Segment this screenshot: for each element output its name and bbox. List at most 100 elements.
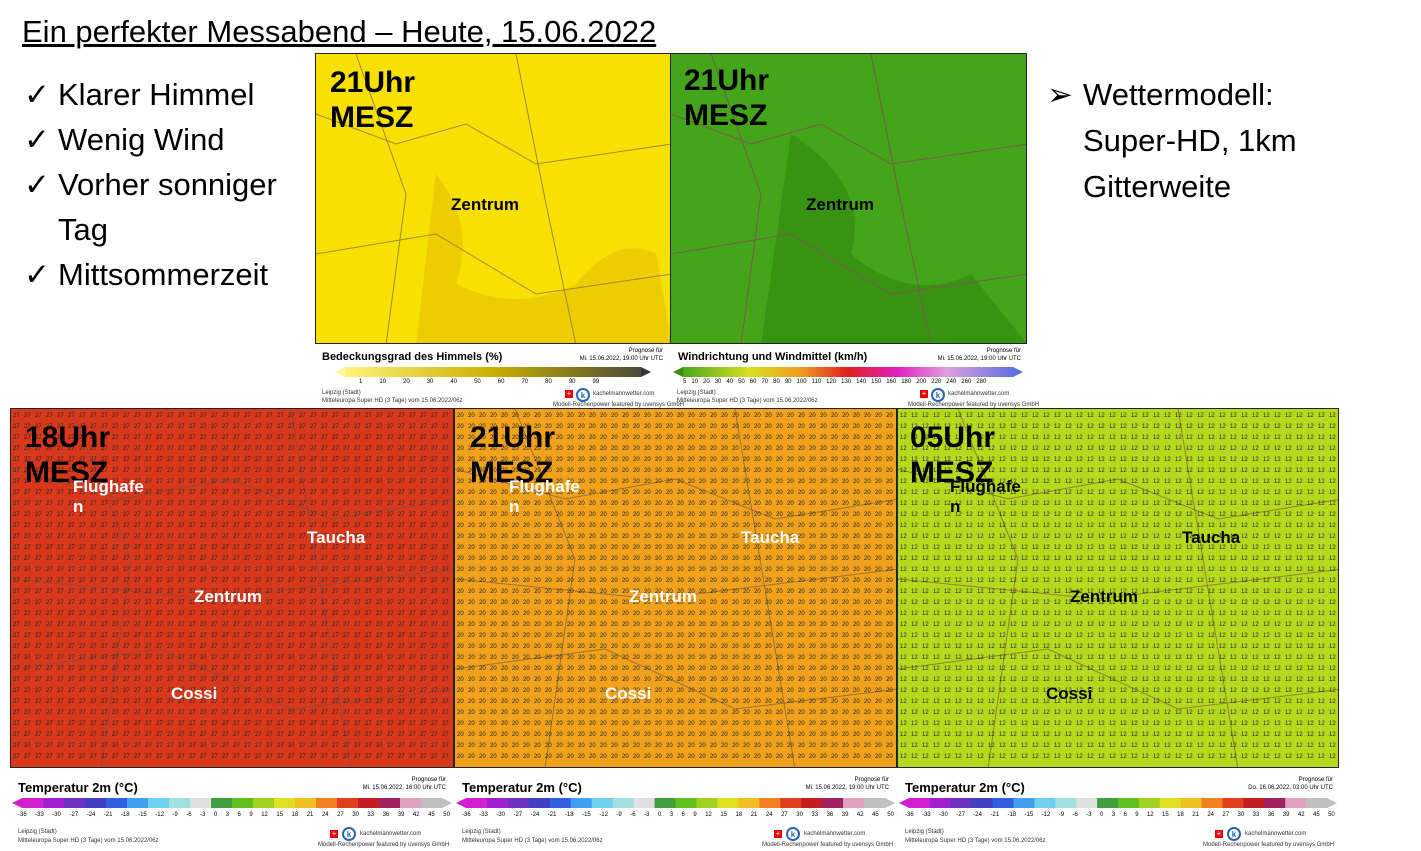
temperature-value: 12	[1021, 446, 1028, 452]
temperature-value: 12	[1197, 501, 1204, 507]
temperature-value: 27	[24, 644, 31, 650]
legend-tick: -33	[35, 812, 44, 818]
temperature-value: 27	[365, 732, 372, 738]
temperature-value: 27	[90, 457, 97, 463]
temperature-value: 27	[354, 721, 361, 727]
temperature-value: 27	[123, 523, 130, 529]
temperature-value: 27	[57, 611, 64, 617]
temperature-value: 27	[112, 490, 119, 496]
temperature-value: 12	[1318, 457, 1325, 463]
temperature-value: 20	[842, 545, 849, 551]
temperature-legend-18h: Temperatur 2m (°C) Prognose für Mi. 15.0…	[10, 770, 454, 850]
temperature-value: 20	[578, 677, 585, 683]
temperature-value: 20	[886, 446, 893, 452]
temperature-value: 27	[321, 710, 328, 716]
temperature-value: 27	[57, 424, 64, 430]
temperature-value: 27	[321, 611, 328, 617]
temperature-value: 27	[343, 743, 350, 749]
temperature-value: 27	[90, 567, 97, 573]
temperature-value: 12	[922, 732, 929, 738]
temperature-value: 12	[1021, 501, 1028, 507]
temperature-value: 27	[90, 534, 97, 540]
temperature-value: 12	[1054, 512, 1061, 518]
temperature-value: 20	[512, 457, 519, 463]
colorbar-segment	[1034, 798, 1056, 808]
temperature-value: 27	[277, 556, 284, 562]
temperature-value: 12	[1230, 721, 1237, 727]
temperature-value: 27	[167, 435, 174, 441]
temperature-value: 27	[68, 677, 75, 683]
legend-tick: 33	[367, 812, 375, 818]
temperature-value: 27	[90, 413, 97, 419]
temperature-value: 12	[1307, 732, 1314, 738]
temperature-value: 20	[523, 633, 530, 639]
temperature-value: 27	[79, 457, 86, 463]
temperature-value: 20	[501, 622, 508, 628]
temperature-value: 20	[831, 622, 838, 628]
temperature-value: 12	[1120, 523, 1127, 529]
temperature-value: 12	[1307, 633, 1314, 639]
temperature-value: 27	[156, 490, 163, 496]
temperature-value: 27	[145, 732, 152, 738]
temperature-value: 20	[820, 611, 827, 617]
temperature-value: 12	[1032, 644, 1039, 650]
temperature-value: 27	[68, 721, 75, 727]
temperature-value: 12	[966, 677, 973, 683]
temperature-value: 20	[666, 589, 673, 595]
legend-ticks: -36 -33 -30 -27 -24 -21 -18 -15 -12 -9 -6 -3 0 3 6 9 12 1…	[462, 812, 894, 818]
temperature-value: 12	[1208, 578, 1215, 584]
temperature-value: 12	[1329, 622, 1336, 628]
temperature-value: 20	[820, 479, 827, 485]
temperature-value: 20	[545, 710, 552, 716]
temperature-value: 12	[988, 424, 995, 430]
temperature-value: 27	[123, 666, 130, 672]
temperature-value: 27	[123, 567, 130, 573]
temperature-value: 20	[721, 468, 728, 474]
temperature-value: 27	[387, 699, 394, 705]
temperature-value: 12	[1164, 523, 1171, 529]
temperature-value: 27	[200, 633, 207, 639]
legend-tick: 3	[1111, 812, 1116, 818]
temperature-value: 20	[688, 435, 695, 441]
temperature-value: 20	[886, 578, 893, 584]
map-road	[455, 468, 896, 520]
temperature-value: 12	[1230, 732, 1237, 738]
temperature-value: 12	[1208, 589, 1215, 595]
temperature-value: 12	[1098, 710, 1105, 716]
temperature-value: 12	[1197, 600, 1204, 606]
temperature-value: 20	[490, 710, 497, 716]
temperature-value: 12	[1054, 534, 1061, 540]
temperature-value: 20	[457, 622, 464, 628]
temperature-value: 12	[1219, 457, 1226, 463]
temperature-value: 27	[354, 567, 361, 573]
temperature-value: 20	[479, 622, 486, 628]
temperature-value: 27	[409, 446, 416, 452]
temperature-value: 12	[1318, 446, 1325, 452]
temperature-value: 20	[523, 732, 530, 738]
temperature-value: 20	[655, 501, 662, 507]
temperature-value: 20	[688, 589, 695, 595]
temperature-value: 12	[955, 556, 962, 562]
temperature-value: 27	[255, 710, 262, 716]
temperature-map-21h: 20 20 20 20 20 20 20 20 20 20 20 20 20 20 20 20 20 20 20 20…	[454, 408, 897, 768]
temperature-value: 20	[644, 556, 651, 562]
colorbar-segment	[1306, 798, 1328, 808]
temperature-value: 27	[365, 512, 372, 518]
temperature-value: 20	[732, 567, 739, 573]
temperature-value: 27	[409, 479, 416, 485]
temperature-value: 20	[468, 424, 475, 430]
temperature-value: 12	[1164, 567, 1171, 573]
temperature-value: 20	[556, 424, 563, 430]
temperature-value: 20	[468, 644, 475, 650]
temperature-value: 20	[622, 435, 629, 441]
temperature-value: 20	[842, 710, 849, 716]
temperature-value: 20	[578, 468, 585, 474]
temperature-value: 12	[1131, 578, 1138, 584]
temperature-value: 20	[820, 589, 827, 595]
temperature-value: 27	[57, 721, 64, 727]
temperature-value: 27	[178, 721, 185, 727]
temperature-value: 27	[398, 490, 405, 496]
temperature-value: 27	[189, 611, 196, 617]
temperature-value: 27	[156, 556, 163, 562]
temperature-value: 20	[842, 666, 849, 672]
